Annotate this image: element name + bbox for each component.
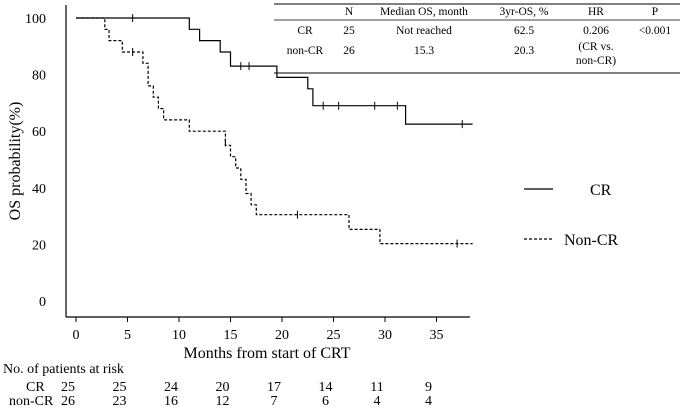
- table-header-hr: HR: [588, 6, 604, 18]
- y-tick-label: 40: [32, 182, 46, 197]
- risk-count-cr: 11: [370, 380, 383, 395]
- table-row-noncr-hr-line2: non-CR): [576, 55, 616, 67]
- table-row-noncr-n: 26: [343, 45, 355, 57]
- risk-count-cr: 9: [425, 380, 432, 395]
- x-axis-title: Months from start of CRT: [183, 345, 350, 362]
- risk-count-cr: 25: [61, 380, 75, 395]
- risk-count-noncr: 4: [425, 394, 432, 409]
- risk-row-noncr-label: non-CR: [9, 394, 54, 409]
- y-tick-label: 80: [32, 69, 46, 84]
- legend-cr-label: CR: [590, 182, 612, 199]
- x-tick-label: 0: [73, 328, 80, 343]
- x-tick-label: 30: [378, 328, 392, 343]
- table-row-cr-p: <0.001: [639, 25, 672, 37]
- table-row-cr-3yr: 62.5: [514, 25, 534, 37]
- risk-count-cr: 20: [216, 380, 230, 395]
- risk-row-cr-label: CR: [26, 380, 45, 395]
- cr-survival-curve: [76, 17, 473, 125]
- risk-count-noncr: 7: [271, 394, 278, 409]
- noncr-survival-curve: [76, 17, 473, 245]
- table-header-n: N: [345, 6, 354, 18]
- y-tick-label: 20: [32, 238, 46, 253]
- risk-count-noncr: 16: [164, 394, 178, 409]
- x-tick-label: 20: [275, 328, 289, 343]
- legend-noncr-label: Non-CR: [564, 232, 619, 249]
- censor-marks: [132, 14, 463, 248]
- table-header-p: P: [652, 6, 658, 18]
- table-row-noncr-median: 15.3: [414, 45, 434, 57]
- y-tick-label: 100: [25, 12, 46, 27]
- table-header-3yr: 3yr-OS, %: [500, 6, 549, 18]
- x-tick-label: 35: [430, 328, 444, 343]
- risk-count-cr: 24: [164, 380, 178, 395]
- x-tick-label: 5: [124, 328, 131, 343]
- table-row-cr-hr: 0.206: [583, 25, 609, 37]
- table-row-cr-n: 25: [343, 25, 355, 37]
- summary-table: N Median OS, month 3yr-OS, % HR P CR 25 …: [274, 3, 680, 74]
- legend: CR Non-CR: [524, 182, 619, 249]
- axis-ticks: 0 5 10 15 20 25 30 35 0 20 40 60 80 100: [25, 12, 444, 343]
- y-axis-title: OS probability(%): [7, 102, 24, 221]
- y-tick-label: 60: [32, 125, 46, 140]
- table-row-cr-label: CR: [297, 25, 313, 37]
- risk-table-title: No. of patients at risk: [3, 362, 124, 377]
- table-row-noncr-hr-line1: (CR vs.: [578, 41, 613, 53]
- risk-counts: 25 25 24 20 17 14 11 9 26 23 16 12 7 6 4 4: [61, 380, 432, 409]
- table-row-noncr-3yr: 20.3: [514, 45, 534, 57]
- risk-count-cr: 25: [113, 380, 127, 395]
- risk-count-noncr: 6: [322, 394, 329, 409]
- table-header-median: Median OS, month: [380, 6, 468, 18]
- x-tick-label: 10: [172, 328, 186, 343]
- risk-count-cr: 17: [267, 380, 281, 395]
- table-row-noncr-label: non-CR: [287, 45, 324, 57]
- risk-table: No. of patients at risk CR non-CR 25 25 24…: [3, 362, 432, 409]
- x-tick-label: 25: [327, 328, 341, 343]
- risk-count-cr: 14: [319, 380, 333, 395]
- y-tick-label: 0: [39, 295, 46, 310]
- risk-count-noncr: 4: [374, 394, 381, 409]
- risk-count-noncr: 23: [113, 394, 127, 409]
- x-tick-label: 15: [224, 328, 238, 343]
- table-row-cr-median: Not reached: [396, 25, 452, 37]
- risk-count-noncr: 26: [61, 394, 75, 409]
- risk-count-noncr: 12: [216, 394, 230, 409]
